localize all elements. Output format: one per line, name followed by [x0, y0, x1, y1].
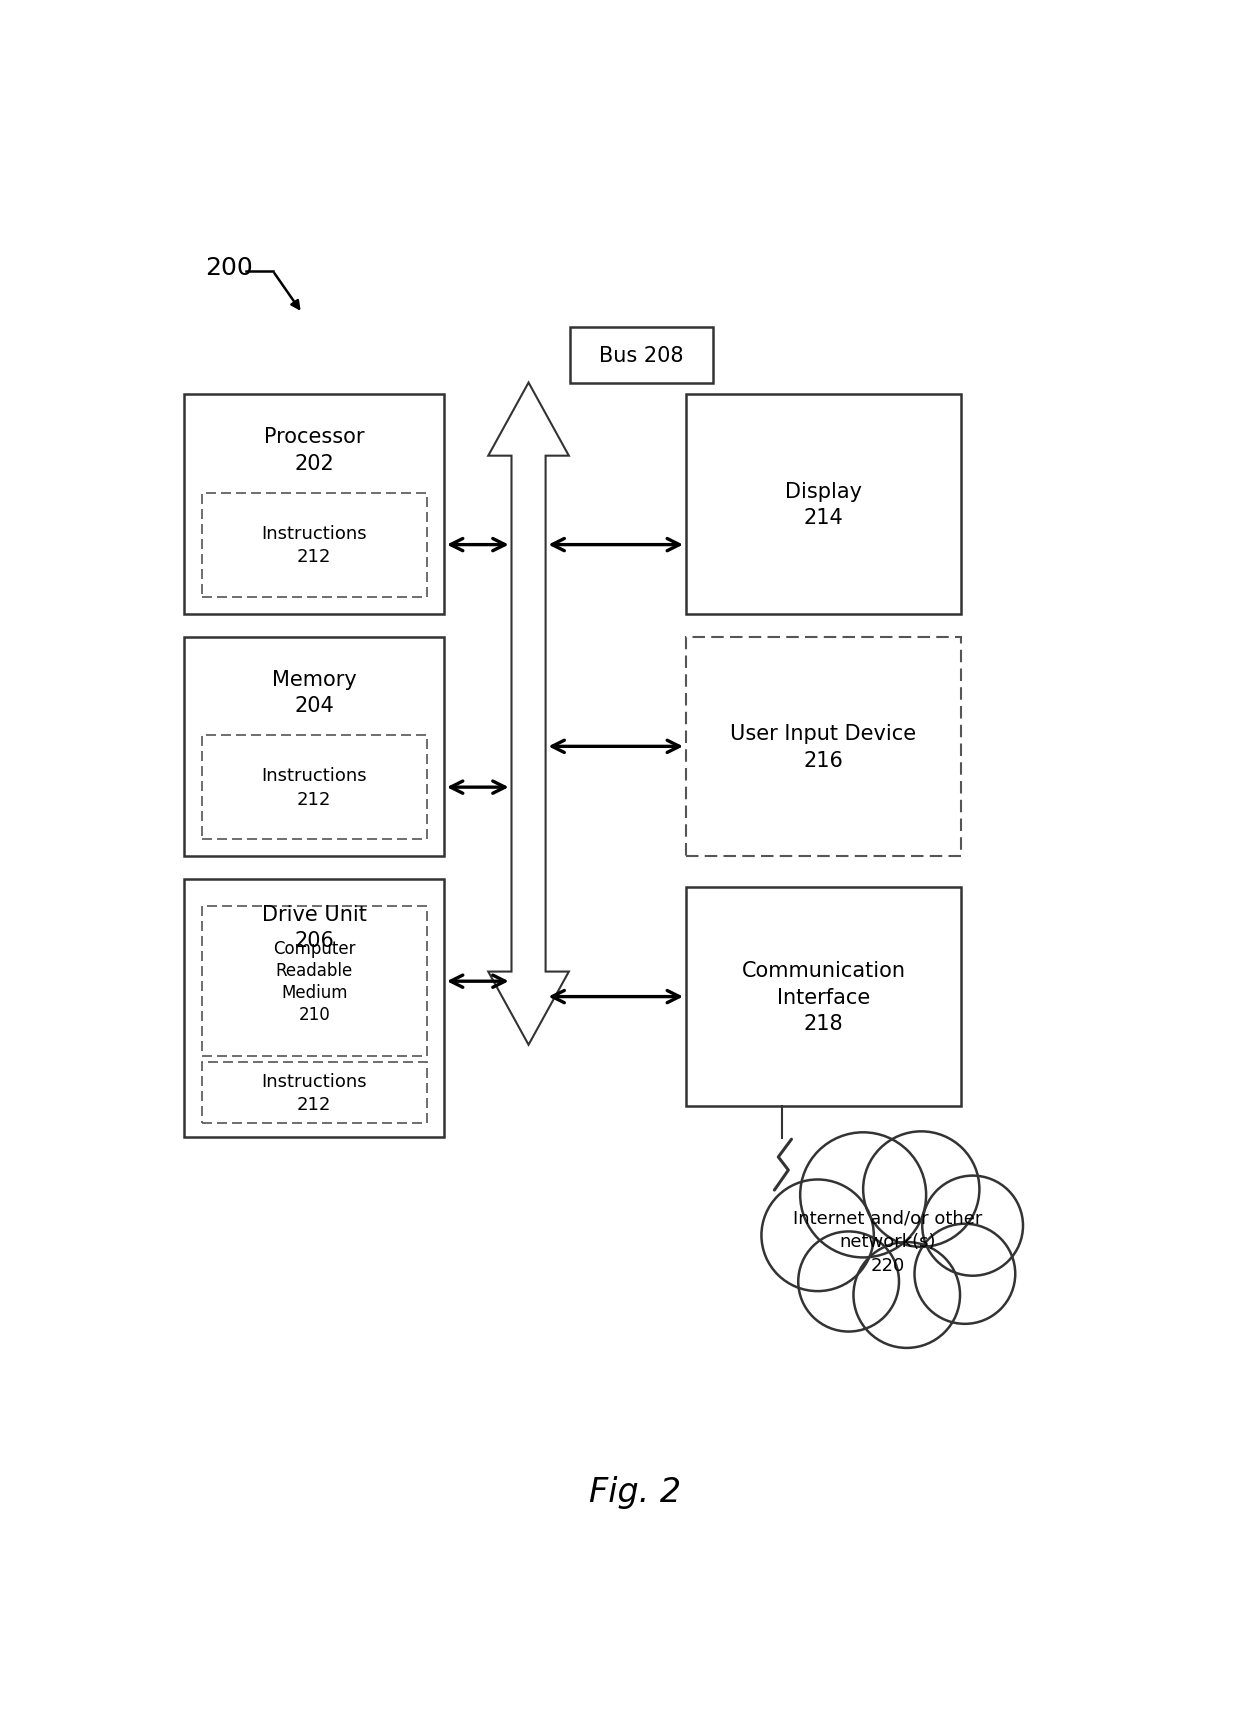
Bar	[686, 887, 961, 1107]
Circle shape	[853, 1242, 960, 1347]
Circle shape	[800, 1133, 926, 1257]
Text: Computer
Readable
Medium
210: Computer Readable Medium 210	[273, 939, 356, 1024]
Bar	[185, 637, 444, 857]
Bar	[185, 395, 444, 615]
Polygon shape	[489, 383, 569, 1044]
Text: Drive Unit
206: Drive Unit 206	[262, 904, 367, 951]
Circle shape	[923, 1176, 1023, 1276]
Text: User Input Device
216: User Input Device 216	[730, 724, 916, 771]
Circle shape	[915, 1225, 1016, 1323]
Text: Instructions
212: Instructions 212	[262, 1072, 367, 1114]
Text: Fig. 2: Fig. 2	[589, 1476, 682, 1509]
Circle shape	[799, 1231, 899, 1332]
Text: Display
214: Display 214	[785, 481, 862, 528]
Text: Processor
202: Processor 202	[264, 428, 365, 473]
Bar	[201, 906, 427, 1057]
Text: 200: 200	[206, 256, 253, 281]
Bar	[686, 395, 961, 615]
Circle shape	[863, 1131, 980, 1247]
Text: Communication
Interface
218: Communication Interface 218	[742, 961, 905, 1034]
Bar	[201, 736, 427, 840]
Text: Internet and/or other
network(s)
220: Internet and/or other network(s) 220	[792, 1209, 982, 1275]
Text: Instructions
212: Instructions 212	[262, 767, 367, 809]
Bar	[185, 880, 444, 1138]
Text: Instructions
212: Instructions 212	[262, 525, 367, 566]
Bar	[201, 1062, 427, 1124]
Bar	[686, 637, 961, 857]
Circle shape	[761, 1179, 874, 1292]
Text: Bus 208: Bus 208	[599, 346, 683, 365]
Bar	[201, 494, 427, 598]
Text: Memory
204: Memory 204	[272, 670, 357, 715]
Bar	[569, 327, 713, 383]
